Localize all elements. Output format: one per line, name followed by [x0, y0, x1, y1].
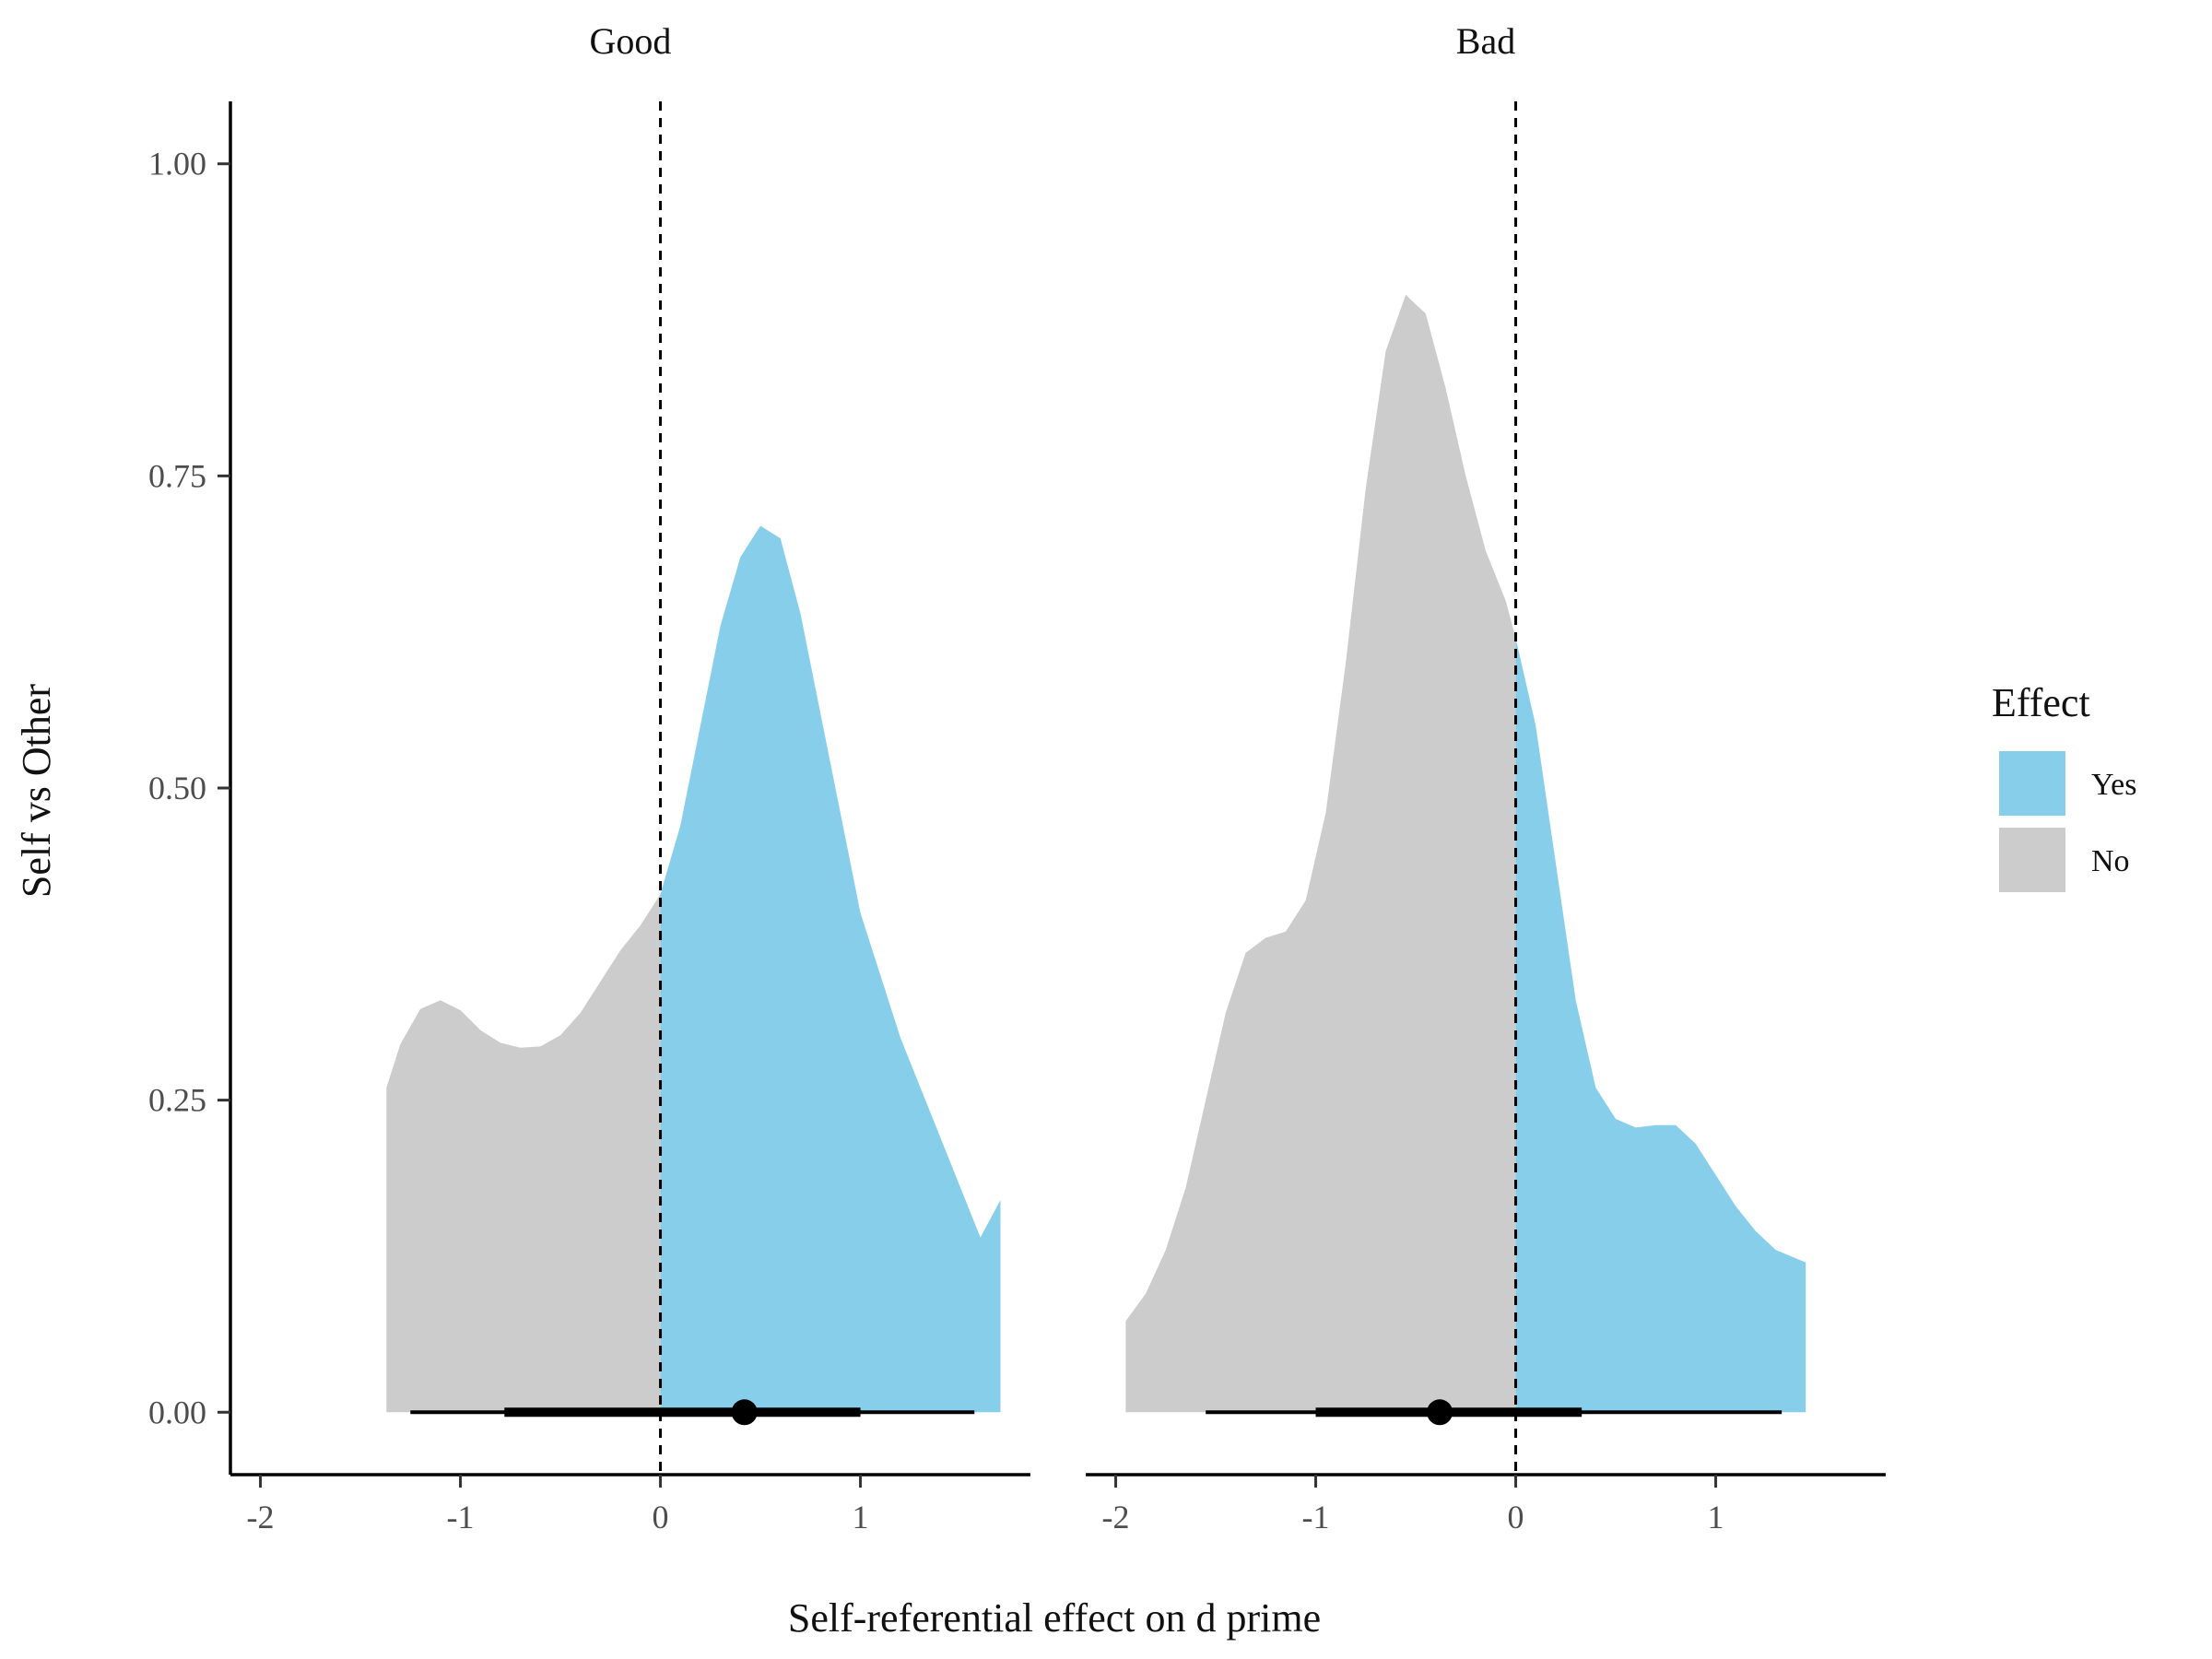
facet-title: Bad	[1456, 20, 1515, 62]
y-tick-label: 0.75	[148, 457, 206, 494]
y-axis-title: Self vs Other	[14, 684, 59, 899]
x-tick-label: 0	[653, 1499, 669, 1535]
legend-label-yes: Yes	[2091, 768, 2136, 802]
x-tick-label: -2	[1102, 1499, 1130, 1535]
facet-title: Good	[590, 20, 672, 62]
x-axis-title: Self-referential effect on d prime	[788, 1595, 1321, 1641]
x-tick-label: 0	[1508, 1499, 1524, 1535]
y-tick-label: 0.50	[148, 770, 206, 806]
density-area-yes	[1515, 638, 1806, 1413]
legend-title: Effect	[1992, 680, 2090, 725]
x-tick-label: 1	[1708, 1499, 1724, 1535]
x-tick-label: -1	[1302, 1499, 1330, 1535]
density-area-no	[386, 894, 661, 1413]
panel-bad: Bad -2 -1 0 1	[1086, 20, 1886, 1535]
x-tick-label: 1	[853, 1499, 869, 1535]
panel-good: Good -2 -1 0 1	[230, 20, 1030, 1535]
density-area-yes	[660, 525, 1001, 1413]
legend-swatch-no	[1999, 828, 2065, 892]
legend-swatch-yes	[1999, 751, 2065, 816]
point-estimate	[731, 1399, 758, 1426]
y-tick-label: 0.25	[148, 1082, 206, 1119]
legend: Effect Yes No	[1992, 680, 2136, 892]
y-tick-label: 1.00	[148, 146, 206, 182]
point-estimate	[1427, 1399, 1453, 1426]
x-tick-label: -1	[447, 1499, 475, 1535]
x-tick-label: -2	[247, 1499, 275, 1535]
y-tick-label: 0.00	[148, 1394, 206, 1430]
density-area-no	[1125, 294, 1516, 1413]
panels: 0.00 0.25 0.50 0.75 1.00 Good -2 -1 0 1 Bad -2 -1 0 1	[148, 20, 1886, 1535]
legend-label-no: No	[2091, 844, 2130, 878]
